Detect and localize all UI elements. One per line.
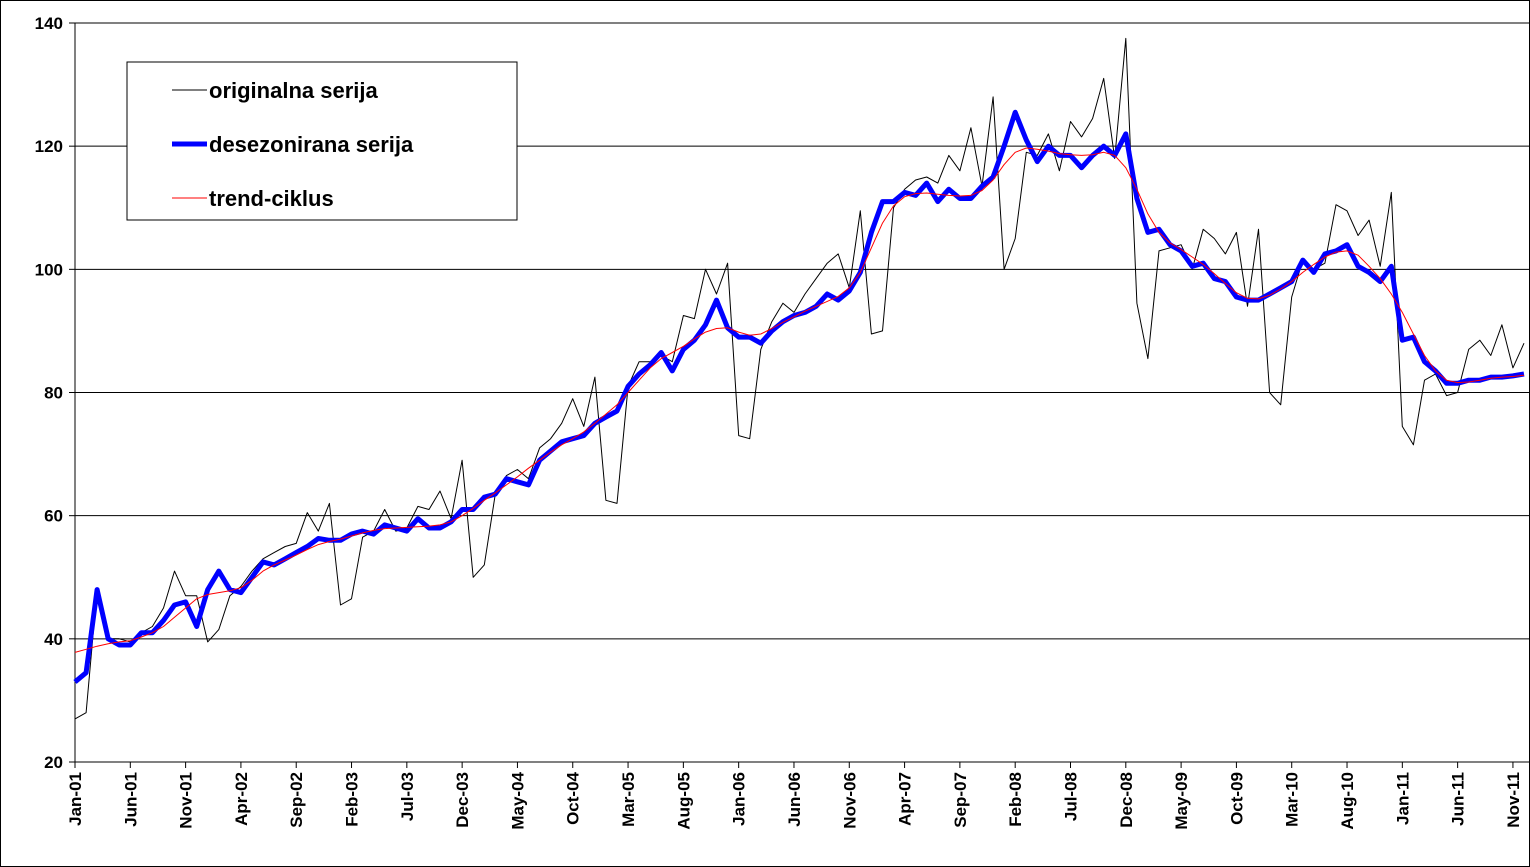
series-line xyxy=(74,37,1525,720)
y-tick-label: 140 xyxy=(35,14,63,33)
x-tick-label: Jul-08 xyxy=(1061,772,1080,821)
y-tick-label: 120 xyxy=(35,137,63,156)
legend-label: desezonirana serija xyxy=(209,132,414,157)
y-tick-label: 80 xyxy=(44,384,63,403)
x-tick-label: Oct-04 xyxy=(564,771,583,824)
x-tick-label: Dec-08 xyxy=(1117,772,1136,828)
x-tick-label: Apr-02 xyxy=(232,772,251,826)
x-tick-label: Nov-01 xyxy=(177,772,196,829)
x-tick-label: Jun-11 xyxy=(1449,772,1468,826)
y-tick-label: 100 xyxy=(35,260,63,279)
x-tick-label: Jan-11 xyxy=(1393,772,1412,825)
x-tick-label: Nov-06 xyxy=(840,772,859,829)
y-tick-label: 40 xyxy=(44,630,63,649)
x-tick-label: May-09 xyxy=(1172,772,1191,830)
series-line xyxy=(74,147,1525,653)
x-tick-label: Apr-07 xyxy=(896,772,915,826)
x-tick-label: Sep-02 xyxy=(287,772,306,828)
legend-label: originalna serija xyxy=(209,78,378,103)
x-tick-label: Feb-03 xyxy=(343,772,362,827)
x-tick-label: Jun-06 xyxy=(785,772,804,827)
x-tick-label: Jun-01 xyxy=(121,772,140,827)
legend-box xyxy=(126,61,518,221)
x-tick-label: Oct-09 xyxy=(1227,772,1246,825)
x-tick-label: Aug-05 xyxy=(674,772,693,830)
x-tick-label: Dec-03 xyxy=(453,772,472,828)
x-tick-label: Jan-06 xyxy=(730,772,749,826)
x-tick-label: Mar-10 xyxy=(1283,772,1302,827)
x-tick-label: Aug-10 xyxy=(1338,772,1357,830)
x-tick-label: Mar-05 xyxy=(619,772,638,827)
y-tick-label: 60 xyxy=(44,507,63,526)
legend-label: trend-ciklus xyxy=(209,186,334,211)
x-tick-label: Feb-08 xyxy=(1006,772,1025,827)
x-tick-label: Jul-03 xyxy=(398,772,417,821)
x-tick-label: Jan-01 xyxy=(66,772,85,826)
y-tick-label: 20 xyxy=(44,753,63,772)
x-tick-label: May-04 xyxy=(508,771,527,829)
x-tick-label: Sep-07 xyxy=(951,772,970,828)
x-tick-label: Nov-11 xyxy=(1504,772,1523,828)
